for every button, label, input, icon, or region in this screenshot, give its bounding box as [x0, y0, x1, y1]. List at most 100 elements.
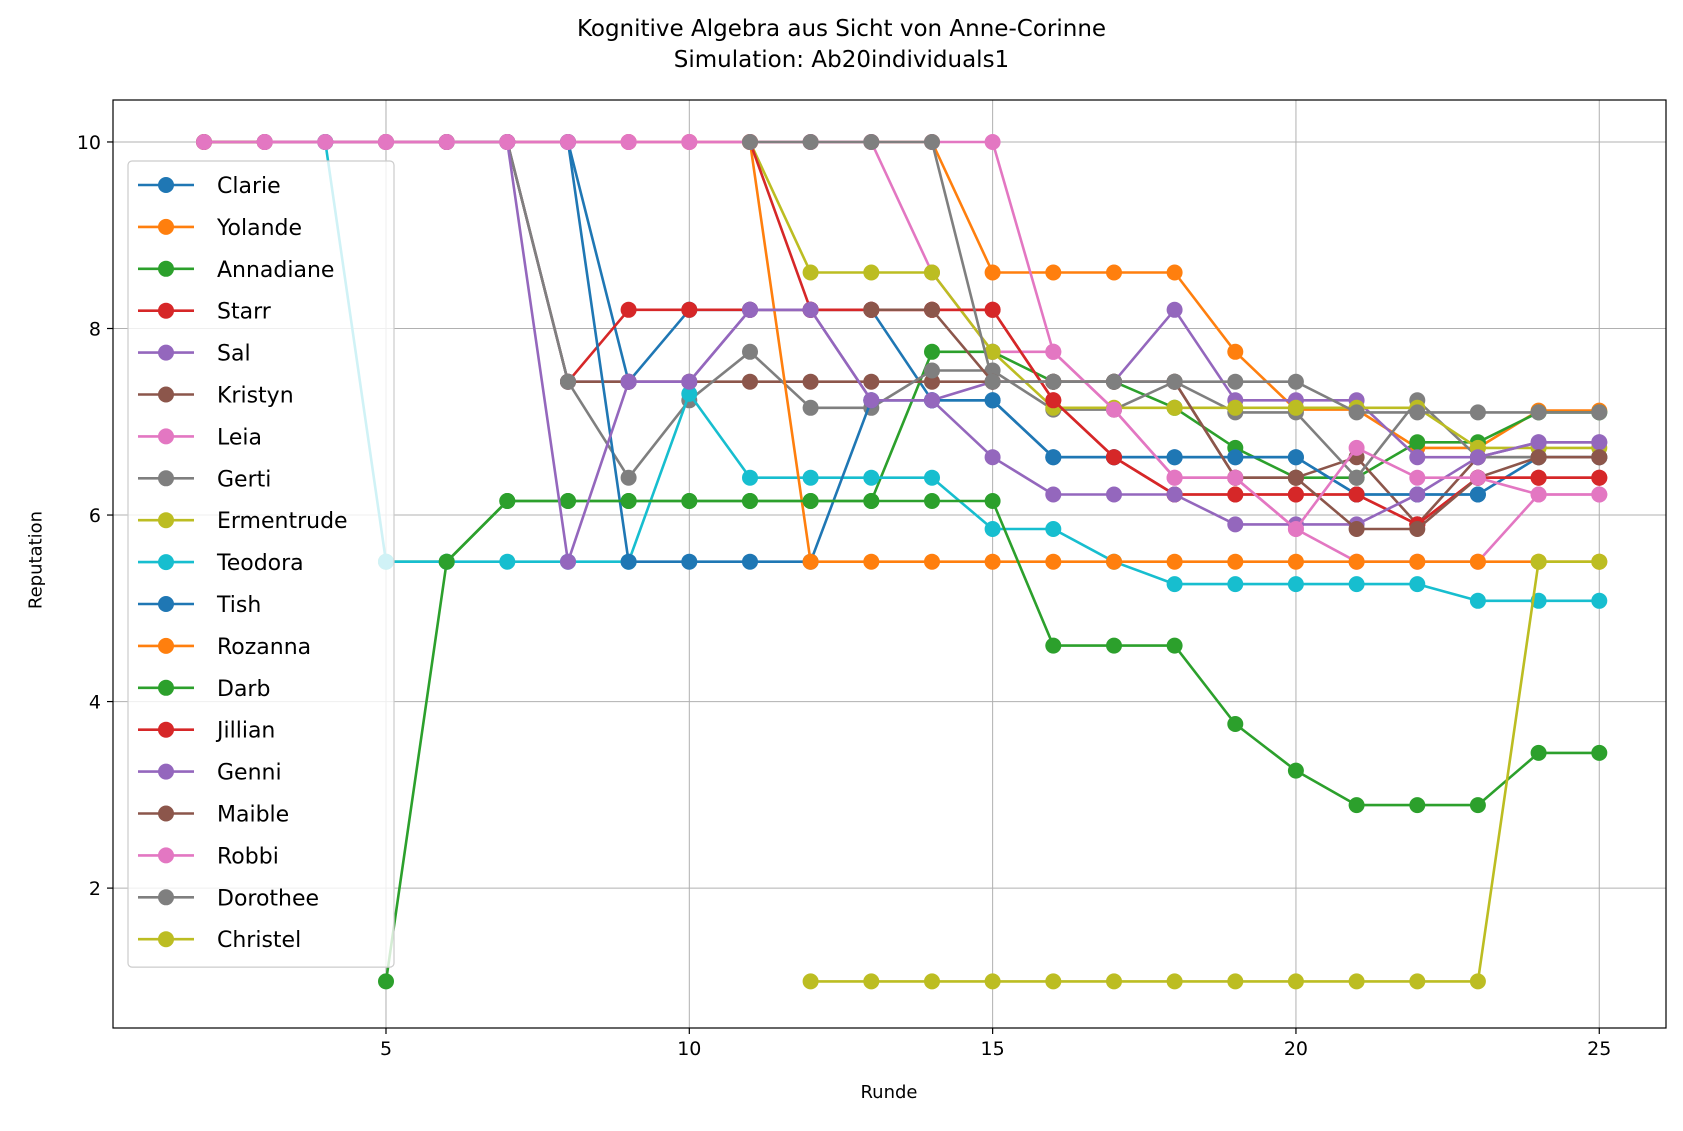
legend-swatch-marker — [158, 805, 174, 822]
data-point-darb — [499, 493, 516, 509]
y-tick-label: 8 — [89, 319, 101, 341]
data-point-robbi — [1348, 439, 1365, 456]
series-line-teodora — [324, 141, 1600, 603]
y-tick-label: 10 — [77, 132, 101, 154]
legend-item-leia: Leia — [138, 425, 262, 450]
data-point-jillian — [1530, 469, 1547, 486]
data-point-dorothee — [1591, 404, 1608, 421]
data-point-robbi — [1469, 469, 1486, 486]
data-point-annadiane — [924, 343, 940, 360]
legend-swatch-marker — [158, 470, 174, 487]
data-point-tish — [1227, 449, 1244, 466]
legend-swatch-marker — [158, 637, 174, 654]
data-point-genni — [1530, 434, 1547, 451]
data-point-gerti — [1348, 469, 1365, 486]
data-point-christel — [1287, 973, 1304, 990]
data-point-tish — [1287, 449, 1304, 466]
data-point-jillian — [1106, 449, 1122, 466]
data-point-robbi — [1530, 486, 1547, 503]
data-point-tish — [1469, 486, 1486, 503]
legend-item-sal: Sal — [138, 342, 251, 367]
data-point-leia — [196, 134, 212, 150]
data-point-christel — [1227, 973, 1244, 990]
data-point-teodora — [1409, 576, 1426, 593]
legend-item-ermentrude: Ermentrude — [138, 509, 348, 534]
x-tick-label: 25 — [1587, 1038, 1611, 1060]
data-point-dorothee — [1409, 404, 1426, 421]
legend-swatch-marker — [158, 721, 174, 738]
data-point-rozanna — [924, 553, 940, 570]
x-tick-label: 15 — [981, 1038, 1005, 1060]
legend-item-maible: Maible — [138, 803, 289, 828]
data-point-jillian — [1045, 392, 1062, 409]
y-axis-label: Reputation — [25, 510, 47, 610]
legend-swatch-marker — [158, 847, 174, 864]
data-point-yolande — [1227, 343, 1244, 360]
series-clarie — [196, 134, 1608, 503]
legend-label: Rozanna — [217, 635, 311, 660]
legend-item-teodora: Teodora — [138, 551, 304, 576]
data-point-tish — [1166, 449, 1183, 466]
data-point-teodora — [863, 469, 880, 486]
series-dorothee — [742, 134, 1608, 421]
data-point-genni — [1591, 434, 1608, 451]
data-point-christel — [1348, 973, 1365, 990]
data-point-genni — [620, 373, 637, 390]
series-line-leia — [204, 140, 1600, 564]
series-line-jillian — [748, 141, 1600, 526]
data-point-robbi — [1409, 469, 1426, 486]
x-axis-label: Runde — [860, 1082, 918, 1103]
data-point-darb — [620, 493, 637, 509]
data-point-darb — [560, 493, 576, 509]
legend-item-dorothee: Dorothee — [138, 886, 319, 911]
data-point-christel — [1166, 973, 1183, 990]
data-point-teodora — [1348, 576, 1365, 593]
x-tick-label: 5 — [380, 1038, 392, 1060]
data-point-rozanna — [1469, 553, 1486, 570]
data-point-genni — [1106, 486, 1122, 503]
data-point-teodora — [924, 469, 940, 486]
data-point-rozanna — [1045, 553, 1062, 570]
data-point-darb — [438, 553, 455, 570]
data-point-darb — [1227, 716, 1244, 732]
series-christel — [802, 553, 1608, 990]
legend-swatch-marker — [158, 344, 174, 361]
legend-label: Starr — [217, 300, 272, 325]
data-point-robbi — [1166, 469, 1183, 486]
data-point-dorothee — [1106, 373, 1122, 390]
data-point-christel — [1591, 553, 1608, 570]
data-point-kristyn — [924, 373, 940, 390]
data-point-darb — [378, 973, 394, 990]
data-point-yolande — [1106, 264, 1122, 281]
data-point-genni — [742, 301, 758, 318]
data-point-darb — [802, 493, 819, 509]
data-point-christel — [1045, 973, 1062, 990]
data-point-teodora — [1287, 576, 1304, 593]
series-layer — [196, 134, 1608, 990]
data-point-christel — [1106, 973, 1122, 990]
series-line-clarie — [204, 140, 1600, 496]
data-point-maible — [1348, 521, 1365, 537]
chart-subtitle: Simulation: Ab20individuals1 — [673, 47, 1010, 73]
data-point-teodora — [984, 521, 1001, 537]
data-point-robbi — [984, 134, 1001, 150]
data-point-rozanna — [1166, 553, 1183, 570]
legend-label: Kristyn — [217, 384, 294, 409]
data-point-teodora — [802, 469, 819, 486]
data-point-dorothee — [1227, 373, 1244, 390]
y-tick-label: 4 — [89, 692, 101, 714]
data-point-tish — [620, 553, 637, 570]
data-point-teodora — [1227, 576, 1244, 593]
legend-swatch-marker — [158, 302, 174, 319]
data-point-genni — [1166, 486, 1183, 503]
data-point-maible — [863, 301, 880, 318]
data-point-dorothee — [984, 373, 1001, 390]
legend-swatch-marker — [158, 260, 174, 277]
legend-label: Dorothee — [217, 886, 319, 911]
data-point-ermentrude — [1287, 399, 1304, 416]
data-point-maible — [1409, 521, 1426, 537]
series-kristyn — [196, 134, 1608, 533]
legend-label: Genni — [217, 761, 282, 786]
data-point-teodora — [499, 553, 516, 570]
